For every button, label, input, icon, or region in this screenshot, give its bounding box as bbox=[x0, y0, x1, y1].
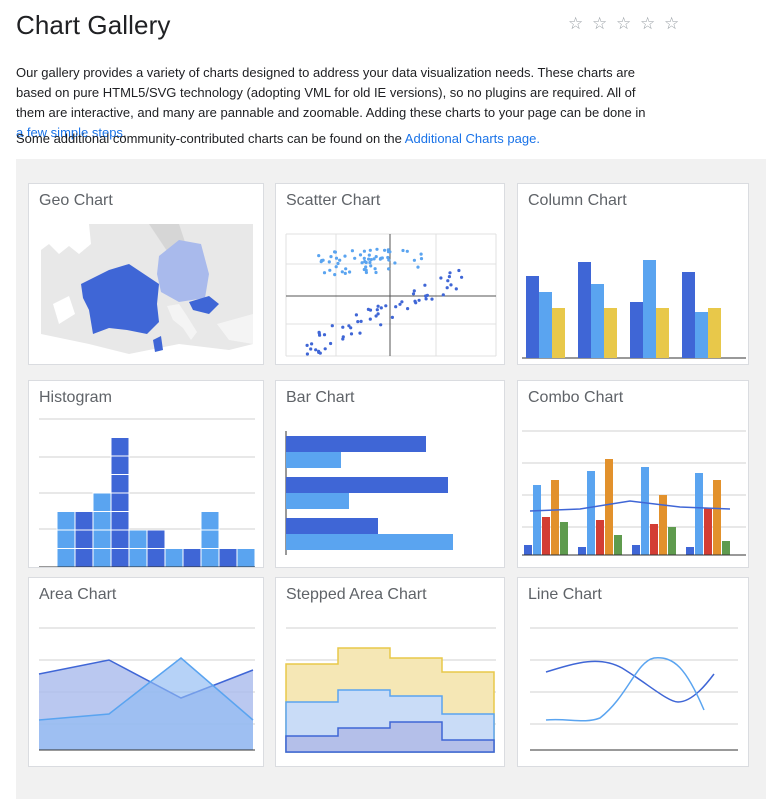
card-label: Stepped Area Chart bbox=[286, 586, 427, 603]
star-icon[interactable]: ☆ bbox=[591, 14, 610, 33]
geo-chart-thumbnail bbox=[41, 224, 253, 364]
chart-gallery: Geo Chart Scatter Chart bbox=[16, 159, 766, 799]
card-label: Geo Chart bbox=[39, 192, 113, 209]
card-label: Column Chart bbox=[528, 192, 627, 209]
combo-chart-card[interactable]: Combo Chart bbox=[517, 380, 749, 568]
stepped-area-chart-thumbnail bbox=[285, 627, 496, 753]
card-label: Line Chart bbox=[528, 586, 602, 603]
star-icon[interactable]: ☆ bbox=[639, 14, 658, 33]
combo-chart-thumbnail bbox=[522, 430, 746, 556]
scatter-chart-thumbnail bbox=[285, 233, 497, 357]
star-icon[interactable]: ☆ bbox=[615, 14, 634, 33]
card-label: Bar Chart bbox=[286, 389, 355, 406]
card-label: Histogram bbox=[39, 389, 112, 406]
line-chart-card[interactable]: Line Chart bbox=[517, 577, 749, 767]
intro-paragraph: Our gallery provides a variety of charts… bbox=[16, 63, 656, 143]
line-chart-thumbnail bbox=[530, 627, 738, 751]
card-label: Area Chart bbox=[39, 586, 117, 603]
star-icon[interactable]: ☆ bbox=[568, 14, 586, 33]
geo-chart-card[interactable]: Geo Chart bbox=[28, 183, 264, 365]
column-chart-thumbnail bbox=[522, 260, 746, 359]
scatter-chart-card[interactable]: Scatter Chart bbox=[275, 183, 505, 365]
card-label: Scatter Chart bbox=[286, 192, 381, 209]
star-icon[interactable]: ☆ bbox=[663, 14, 682, 33]
bar-chart-card[interactable]: Bar Chart bbox=[275, 380, 505, 568]
intro-text: Our gallery provides a variety of charts… bbox=[16, 65, 646, 120]
histogram-thumbnail bbox=[39, 418, 256, 567]
additional-charts-link[interactable]: Additional Charts page. bbox=[404, 131, 540, 146]
simple-steps-link[interactable]: a few simple steps bbox=[16, 125, 123, 140]
stepped-area-chart-card[interactable]: Stepped Area Chart bbox=[275, 577, 505, 767]
rating-stars[interactable]: ☆ ☆ ☆ ☆ ☆ bbox=[568, 14, 681, 34]
card-label: Combo Chart bbox=[528, 389, 624, 406]
bar-chart-thumbnail bbox=[285, 431, 453, 555]
area-chart-thumbnail bbox=[38, 627, 255, 751]
histogram-card[interactable]: Histogram bbox=[28, 380, 264, 568]
intro-end: . bbox=[122, 125, 127, 140]
column-chart-card[interactable]: Column Chart bbox=[517, 183, 749, 365]
community-text: Some additional community-contributed ch… bbox=[16, 131, 405, 146]
area-chart-card[interactable]: Area Chart bbox=[28, 577, 264, 767]
community-paragraph: Some additional community-contributed ch… bbox=[16, 129, 540, 149]
page-title: Chart Gallery bbox=[16, 10, 171, 40]
